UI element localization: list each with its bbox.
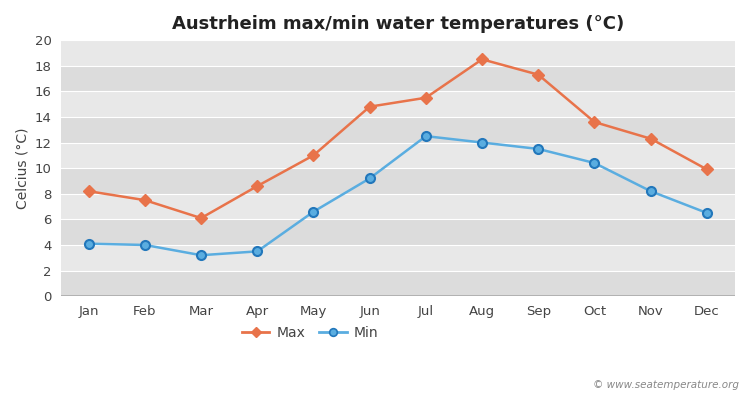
Min	[253, 249, 262, 254]
Title: Austrheim max/min water temperatures (°C): Austrheim max/min water temperatures (°C…	[172, 15, 624, 33]
Bar	[61, 40, 735, 66]
Line: Min: Min	[84, 132, 712, 260]
Line: Max: Max	[85, 55, 711, 222]
Min	[365, 176, 374, 181]
Min	[703, 210, 712, 215]
Min	[422, 134, 430, 138]
Min	[309, 209, 318, 214]
Max	[253, 184, 262, 188]
Max	[646, 136, 656, 141]
Max	[590, 120, 599, 124]
Bar	[61, 270, 735, 296]
Bar	[61, 142, 735, 168]
Min	[478, 140, 487, 145]
Max	[534, 72, 543, 77]
Max	[140, 198, 149, 202]
Bar	[61, 66, 735, 91]
Min	[140, 242, 149, 247]
Max	[196, 216, 206, 220]
Legend: Max, Min: Max, Min	[236, 320, 384, 346]
Text: © www.seatemperature.org: © www.seatemperature.org	[592, 380, 739, 390]
Min	[84, 241, 93, 246]
Min	[534, 146, 543, 151]
Bar	[61, 245, 735, 270]
Max	[84, 189, 93, 194]
Bar	[61, 91, 735, 117]
Max	[365, 104, 374, 109]
Bar	[61, 194, 735, 219]
Bar	[61, 219, 735, 245]
Bar	[61, 117, 735, 142]
Max	[422, 95, 430, 100]
Min	[196, 253, 206, 258]
Y-axis label: Celcius (°C): Celcius (°C)	[15, 127, 29, 209]
Max	[703, 167, 712, 172]
Min	[646, 189, 656, 194]
Min	[590, 161, 599, 166]
Max	[309, 153, 318, 158]
Bar	[61, 168, 735, 194]
Max	[478, 57, 487, 62]
